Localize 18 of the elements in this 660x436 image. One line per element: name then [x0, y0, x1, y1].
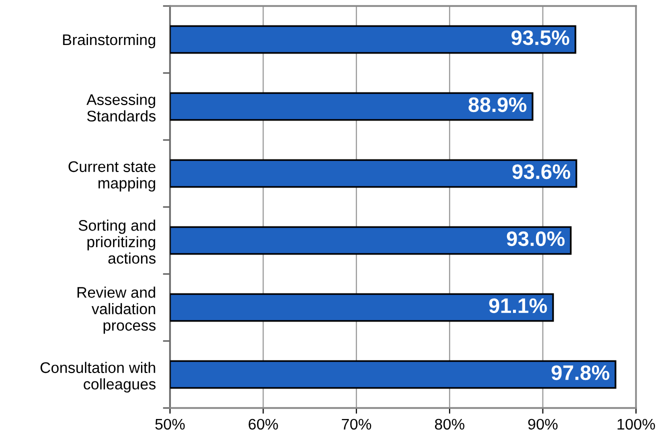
data-label: 93.6% — [512, 164, 570, 180]
x-tick-label: 90% — [528, 418, 558, 430]
x-tick-label: 70% — [342, 418, 372, 430]
data-label: 97.8% — [552, 365, 610, 380]
data-label: 93.0% — [506, 231, 565, 246]
data-label: 91.1% — [489, 298, 547, 314]
x-tick-label: 80% — [434, 418, 464, 430]
y-tick-label: Assessing Standards — [86, 94, 156, 122]
x-tick-label: 60% — [248, 418, 278, 430]
x-tick-label: 50% — [155, 418, 185, 430]
y-tick-label: Current state mapping — [68, 161, 156, 192]
y-tick-label: Sorting and prioritizing actions — [78, 220, 156, 264]
y-tick-label: Review and validation process — [78, 286, 156, 334]
data-label: 93.5% — [511, 30, 570, 46]
data-label: 88.9% — [468, 97, 526, 112]
x-tick-label: 100% — [618, 418, 655, 430]
y-tick-label: Consultation with colleagues — [40, 362, 156, 393]
y-tick-label: Brainstorming — [63, 34, 156, 48]
